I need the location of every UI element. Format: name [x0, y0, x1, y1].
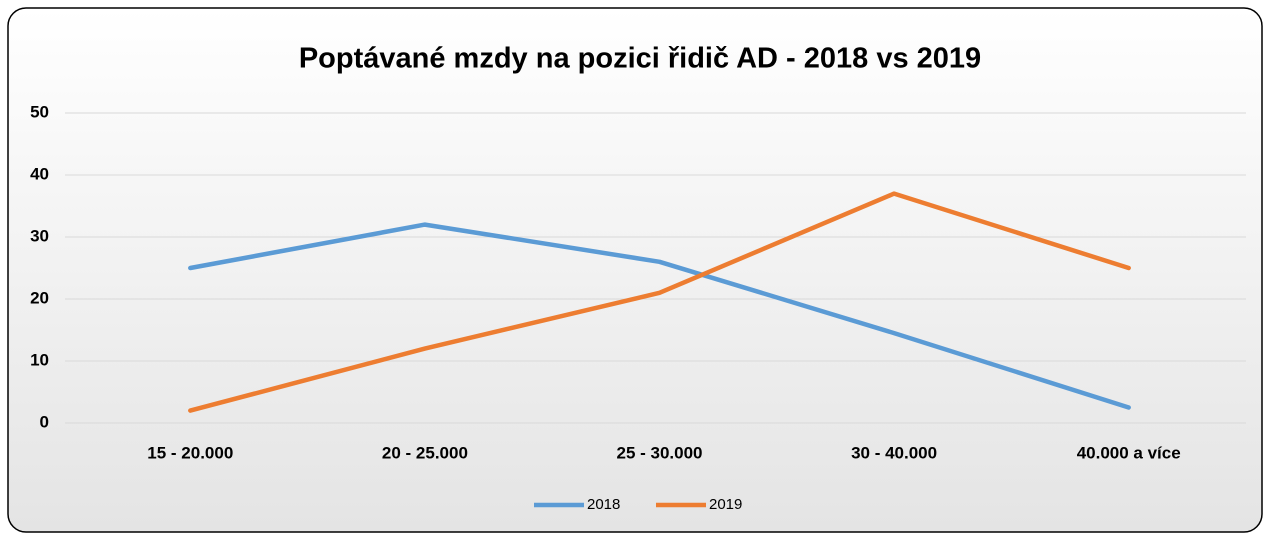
- y-tick-label: 50: [30, 102, 49, 121]
- legend-label: 2019: [709, 496, 742, 513]
- legend-label: 2018: [587, 496, 620, 513]
- series-line: [188, 222, 1131, 410]
- series-line: [188, 191, 1131, 413]
- y-tick-label: 20: [30, 288, 49, 307]
- x-tick-label: 25 - 30.000: [616, 443, 702, 462]
- y-tick-label: 40: [30, 164, 49, 183]
- x-tick-label: 20 - 25.000: [382, 443, 468, 462]
- y-tick-label: 30: [30, 226, 49, 245]
- x-tick-label: 40.000 a více: [1077, 443, 1181, 462]
- y-tick-label: 10: [30, 350, 49, 369]
- chart-frame: [7, 7, 1263, 533]
- chart-title: Poptávané mzdy na pozici řidič AD - 2018…: [299, 43, 981, 75]
- x-tick-label: 15 - 20.000: [147, 443, 233, 462]
- x-tick-label: 30 - 40.000: [851, 443, 937, 462]
- y-tick-label: 0: [40, 412, 49, 431]
